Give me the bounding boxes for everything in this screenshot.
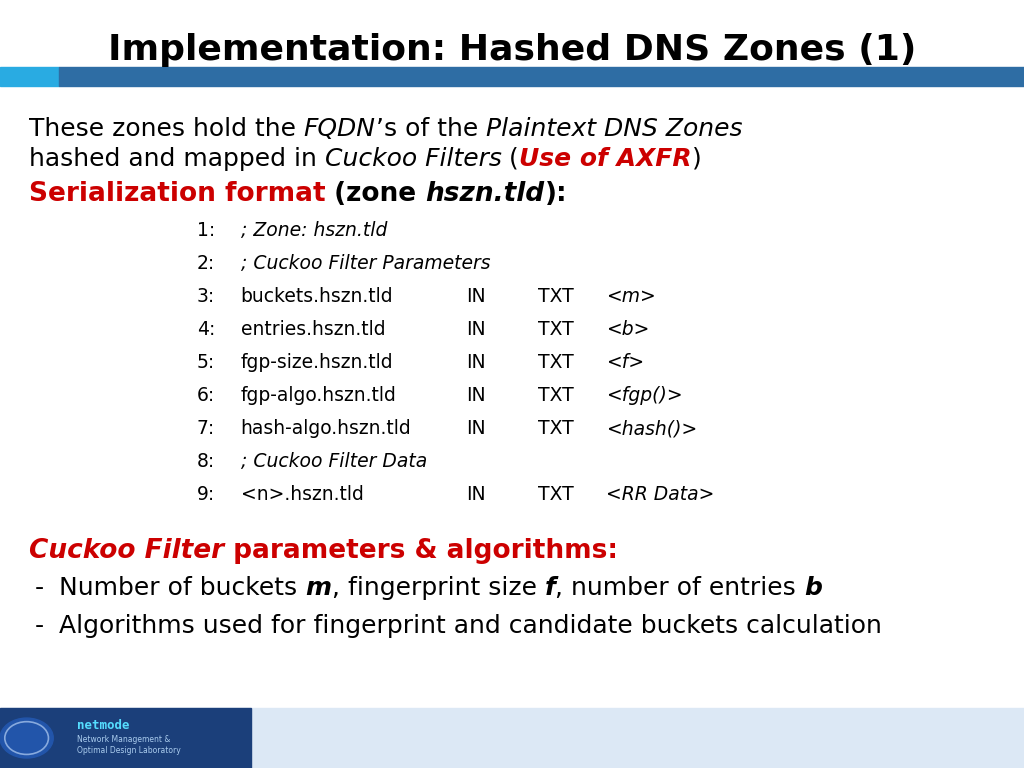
Text: fgp-size.hszn.tld: fgp-size.hszn.tld bbox=[241, 353, 393, 372]
Text: 8:: 8: bbox=[197, 452, 215, 471]
Text: ; Cuckoo Filter Parameters: ; Cuckoo Filter Parameters bbox=[241, 254, 490, 273]
Text: 1:: 1: bbox=[197, 221, 215, 240]
Bar bbox=[59, 67, 1024, 86]
Text: m: m bbox=[305, 575, 332, 600]
Text: <hash()>: <hash()> bbox=[606, 419, 697, 438]
Text: 6:: 6: bbox=[197, 386, 215, 405]
Text: TXT: TXT bbox=[538, 386, 573, 405]
Text: IN: IN bbox=[466, 287, 485, 306]
Text: Cuckoo Filters: Cuckoo Filters bbox=[325, 147, 502, 171]
Text: Plaintext DNS Zones: Plaintext DNS Zones bbox=[486, 117, 742, 141]
Text: Implementation: Hashed DNS Zones (1): Implementation: Hashed DNS Zones (1) bbox=[108, 33, 916, 67]
Text: <m>: <m> bbox=[606, 287, 656, 306]
Text: <RR Data>: <RR Data> bbox=[606, 485, 715, 504]
Text: <n>.hszn.tld: <n>.hszn.tld bbox=[241, 485, 364, 504]
Text: Network Management &
Optimal Design Laboratory: Network Management & Optimal Design Labo… bbox=[77, 735, 180, 755]
Text: 2:: 2: bbox=[197, 254, 215, 273]
Text: ; Zone: hszn.tld: ; Zone: hszn.tld bbox=[241, 221, 387, 240]
Text: buckets.hszn.tld: buckets.hszn.tld bbox=[241, 287, 393, 306]
Text: netmode: netmode bbox=[77, 720, 129, 732]
Text: TXT: TXT bbox=[538, 320, 573, 339]
Text: FQDN: FQDN bbox=[304, 117, 376, 141]
Text: ’s of the: ’s of the bbox=[376, 117, 486, 141]
Text: , number of entries: , number of entries bbox=[555, 575, 804, 600]
Text: Use of AXFR: Use of AXFR bbox=[519, 147, 692, 171]
Text: hash-algo.hszn.tld: hash-algo.hszn.tld bbox=[241, 419, 412, 438]
Text: Cuckoo Filter: Cuckoo Filter bbox=[29, 538, 224, 564]
Text: 4:: 4: bbox=[197, 320, 215, 339]
Text: -: - bbox=[35, 614, 43, 638]
Text: (zone: (zone bbox=[326, 180, 426, 207]
Text: ): ) bbox=[692, 147, 701, 171]
Text: <b>: <b> bbox=[606, 320, 649, 339]
Text: These zones hold the: These zones hold the bbox=[29, 117, 304, 141]
Circle shape bbox=[0, 718, 53, 758]
Text: IN: IN bbox=[466, 386, 485, 405]
Text: Serialization format: Serialization format bbox=[29, 180, 326, 207]
Text: 5:: 5: bbox=[197, 353, 215, 372]
Text: b: b bbox=[804, 575, 822, 600]
Text: TXT: TXT bbox=[538, 353, 573, 372]
Text: f: f bbox=[545, 575, 555, 600]
Text: IN: IN bbox=[466, 485, 485, 504]
Text: TXT: TXT bbox=[538, 485, 573, 504]
Text: ):: ): bbox=[545, 180, 567, 207]
Text: IN: IN bbox=[466, 419, 485, 438]
Text: entries.hszn.tld: entries.hszn.tld bbox=[241, 320, 385, 339]
Text: hashed and mapped in: hashed and mapped in bbox=[29, 147, 325, 171]
Text: (: ( bbox=[502, 147, 519, 171]
Text: <fgp()>: <fgp()> bbox=[606, 386, 683, 405]
Text: IN: IN bbox=[466, 320, 485, 339]
Text: 3:: 3: bbox=[197, 287, 215, 306]
Text: TXT: TXT bbox=[538, 419, 573, 438]
Bar bbox=[0, 708, 251, 768]
Text: 7:: 7: bbox=[197, 419, 215, 438]
Text: <f>: <f> bbox=[606, 353, 644, 372]
Text: 9:: 9: bbox=[197, 485, 215, 504]
Bar bbox=[0, 708, 1024, 768]
Text: Algorithms used for fingerprint and candidate buckets calculation: Algorithms used for fingerprint and cand… bbox=[59, 614, 883, 638]
Text: parameters & algorithms:: parameters & algorithms: bbox=[224, 538, 617, 564]
Text: Number of buckets: Number of buckets bbox=[59, 575, 305, 600]
Text: IN: IN bbox=[466, 353, 485, 372]
Text: -: - bbox=[35, 575, 43, 600]
Text: hszn.tld: hszn.tld bbox=[426, 180, 545, 207]
Text: , fingerprint size: , fingerprint size bbox=[332, 575, 545, 600]
Text: TXT: TXT bbox=[538, 287, 573, 306]
Bar bbox=[0, 67, 59, 86]
Text: fgp-algo.hszn.tld: fgp-algo.hszn.tld bbox=[241, 386, 396, 405]
Text: ; Cuckoo Filter Data: ; Cuckoo Filter Data bbox=[241, 452, 427, 471]
